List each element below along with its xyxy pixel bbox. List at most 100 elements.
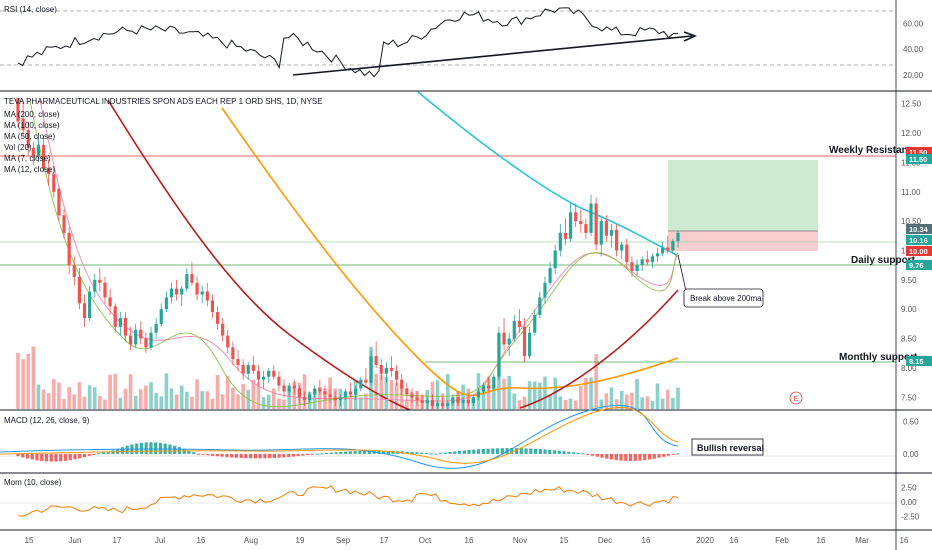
volume-bar: [72, 394, 77, 409]
candle-body: [328, 394, 332, 398]
candle-body: [185, 273, 189, 289]
mom-tick: 2.50: [901, 484, 917, 493]
price-tick: 8.50: [901, 335, 917, 344]
candle: [88, 285, 92, 321]
break-callout-text: Break above 200ma: [690, 294, 762, 303]
candle: [625, 238, 629, 269]
candle: [481, 382, 486, 395]
candle: [533, 309, 537, 336]
candle-body: [522, 326, 527, 357]
ma50-line: [107, 99, 679, 411]
time-tick: 17: [380, 536, 389, 545]
macd-hist-bar: [358, 450, 362, 454]
candle: [348, 382, 353, 398]
candle: [72, 256, 76, 286]
candle-body: [26, 130, 30, 148]
macd-hist-bar: [391, 450, 395, 454]
volume-bar: [348, 394, 353, 409]
volume-bar: [225, 376, 230, 409]
price-tag-value: 11.50: [909, 148, 927, 157]
candle: [277, 370, 281, 392]
volume-bar: [128, 374, 133, 409]
candle-body: [41, 144, 46, 169]
rsi-arrowhead: [683, 31, 698, 42]
volume-bar: [568, 398, 573, 409]
macd-hist-bar: [287, 453, 291, 457]
volume-bar: [640, 397, 644, 409]
volume-bar: [200, 391, 204, 409]
candle: [302, 391, 307, 407]
candle: [180, 285, 184, 307]
candle: [118, 312, 122, 336]
macd-hist-bar: [158, 442, 163, 454]
candle-body: [72, 265, 76, 277]
price-tick: 8.00: [901, 364, 917, 373]
candle: [471, 394, 475, 407]
volume-bar: [492, 384, 496, 409]
volume-bar: [558, 396, 563, 409]
macd-hist-bar: [211, 453, 215, 456]
volume-bar: [205, 391, 210, 409]
macd-hist-bar: [676, 453, 680, 455]
volume-bar: [41, 389, 46, 409]
macd-hist-bar: [472, 449, 476, 454]
macd-hist-bar: [348, 451, 352, 454]
ma7-label: MA (7, close): [4, 154, 51, 163]
volume-bar: [394, 383, 399, 409]
candle: [476, 388, 481, 401]
volume-bar: [133, 395, 138, 409]
macd-hist-bar: [21, 453, 25, 458]
candle: [558, 224, 562, 257]
candle-body: [620, 244, 624, 251]
volume-bar: [358, 397, 363, 409]
candle: [241, 359, 245, 380]
candle-body: [451, 397, 455, 404]
volume-bar: [241, 384, 245, 409]
candle: [154, 318, 158, 339]
volume-bar: [159, 396, 164, 409]
volume-bar: [92, 387, 97, 409]
volume-bar: [599, 399, 604, 409]
volume-bar: [287, 389, 291, 409]
volume-bar: [374, 373, 378, 409]
volume-bar: [179, 385, 184, 409]
candle: [364, 367, 368, 386]
macd-hist-bar: [405, 451, 409, 454]
volume-bar: [164, 373, 169, 409]
candle-body: [175, 288, 179, 295]
price-tag-bg: [906, 154, 932, 164]
mom-tick: -2.50: [901, 512, 920, 521]
candle: [420, 394, 424, 409]
volume-bar: [543, 376, 547, 409]
macd-hist-bar: [519, 448, 523, 454]
candle-body: [635, 265, 639, 272]
candle: [323, 385, 327, 401]
volume-bar: [538, 382, 542, 409]
macd-hist-bar: [628, 453, 633, 461]
candle-body: [292, 385, 296, 389]
macd-hist-bar: [429, 453, 433, 455]
macd-hist-bar: [35, 453, 39, 461]
candle: [451, 394, 455, 407]
candle-body: [98, 279, 102, 283]
volume-bar: [144, 385, 148, 409]
candle-body: [205, 291, 209, 301]
weekly-resistance-label: Weekly Resistance: [829, 145, 919, 156]
volume-bar: [660, 398, 665, 409]
macd-hist-bar: [353, 451, 357, 454]
price-pane: TEVA PHARMACEUTICAL INDUSTRIES SPON ADS …: [0, 91, 932, 411]
candle: [108, 288, 112, 316]
volume-bar: [57, 382, 61, 409]
symbol-title: TEVA PHARMACEUTICAL INDUSTRIES SPON ADS …: [4, 97, 323, 106]
candle-body: [543, 282, 547, 298]
candle-body: [154, 323, 158, 333]
candle-body: [36, 144, 41, 157]
macd-hist-bar: [605, 453, 609, 459]
macd-hist-bar: [419, 452, 424, 454]
candle-body: [77, 276, 81, 304]
break-callout-box: [683, 288, 764, 308]
candle: [113, 303, 117, 333]
macd-hist-bar: [87, 453, 91, 456]
macd-hist-bar: [97, 453, 101, 455]
macd-hist-bar: [320, 453, 324, 455]
